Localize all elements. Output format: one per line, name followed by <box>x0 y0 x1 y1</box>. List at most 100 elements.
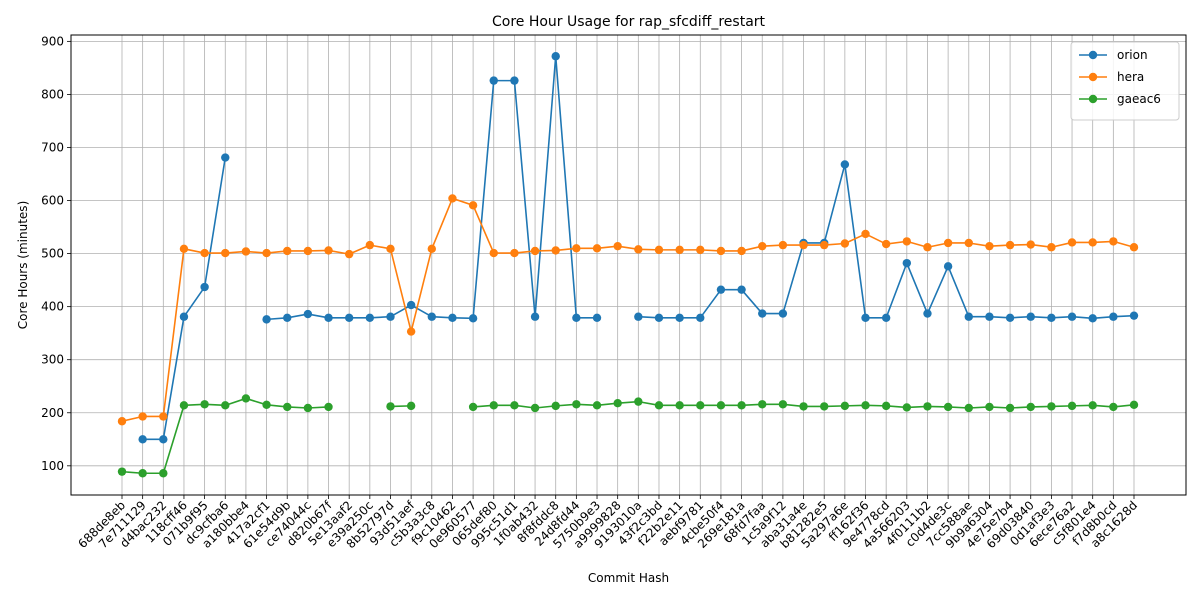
data-point-hera <box>324 246 333 255</box>
data-point-gaeac6 <box>324 402 333 412</box>
data-point-gaeac6 <box>902 403 912 412</box>
data-point-hera <box>861 229 870 239</box>
data-point-hera <box>613 241 622 251</box>
data-point-hera <box>654 245 664 255</box>
data-point-hera <box>923 243 932 252</box>
data-point-orion <box>592 313 602 322</box>
data-point-hera <box>881 239 891 249</box>
data-point-orion <box>778 309 788 318</box>
data-point-gaeac6 <box>861 401 870 410</box>
data-point-hera <box>283 246 292 256</box>
data-point-gaeac6 <box>634 397 643 406</box>
series-line-hera <box>121 197 1135 423</box>
data-point-hera <box>592 244 602 253</box>
y-axis: 100 200 300 400 500 600 700 800 900 <box>41 34 71 473</box>
data-point-orion <box>1129 311 1139 320</box>
data-point-orion <box>1047 313 1056 322</box>
data-point-hera <box>1129 243 1139 252</box>
data-point-hera <box>241 247 251 256</box>
data-point-gaeac6 <box>964 403 973 413</box>
data-point-gaeac6 <box>1129 400 1139 410</box>
data-point-gaeac6 <box>303 403 313 413</box>
data-point-hera <box>758 241 767 251</box>
data-point-hera <box>634 245 643 254</box>
series-line-gaeac6 <box>121 397 1135 475</box>
data-point-orion <box>696 313 705 322</box>
legend-box <box>1070 41 1180 121</box>
y-tick-label: 500 <box>41 247 64 261</box>
data-point-orion <box>448 313 457 322</box>
data-point-hera <box>427 244 436 254</box>
data-point-orion <box>427 312 436 321</box>
data-point-orion <box>1026 312 1035 321</box>
data-point-hera <box>943 238 953 248</box>
data-point-orion <box>654 313 664 322</box>
legend-marker-hera <box>1088 72 1098 82</box>
data-point-hera <box>303 246 313 256</box>
y-tick-label: 400 <box>41 300 64 314</box>
data-point-orion <box>221 153 230 162</box>
data-point-hera <box>675 245 684 255</box>
data-point-hera <box>737 246 746 256</box>
data-point-hera <box>696 245 705 255</box>
data-point-hera <box>716 246 726 256</box>
data-point-orion <box>902 258 912 268</box>
legend-label-hera: hera <box>1117 70 1144 84</box>
data-point-hera <box>262 248 271 258</box>
data-point-hera <box>386 244 395 254</box>
y-tick-label: 200 <box>41 406 64 420</box>
data-point-hera <box>964 238 973 248</box>
data-point-gaeac6 <box>179 401 189 410</box>
data-point-gaeac6 <box>943 402 953 412</box>
data-point-orion <box>138 435 147 444</box>
data-point-gaeac6 <box>799 402 808 411</box>
data-point-gaeac6 <box>758 400 767 409</box>
data-point-gaeac6 <box>138 469 147 478</box>
data-point-hera <box>117 417 127 426</box>
data-point-hera <box>489 248 498 258</box>
data-point-gaeac6 <box>737 401 746 410</box>
series-hera <box>117 194 1139 426</box>
data-point-orion <box>861 313 870 322</box>
data-point-gaeac6 <box>881 401 891 411</box>
data-point-hera <box>551 246 560 255</box>
data-point-hera <box>1109 237 1118 246</box>
data-point-orion <box>943 262 953 271</box>
data-point-orion <box>1005 313 1015 322</box>
data-point-hera <box>1005 240 1015 250</box>
data-point-hera <box>799 240 808 250</box>
data-point-orion <box>551 52 560 61</box>
data-point-hera <box>200 248 209 258</box>
data-point-hera <box>138 412 147 421</box>
data-point-gaeac6 <box>1047 402 1056 411</box>
data-point-orion <box>881 313 891 322</box>
y-tick-label: 800 <box>41 87 64 101</box>
data-point-orion <box>758 309 767 318</box>
data-point-gaeac6 <box>283 402 292 412</box>
data-point-hera <box>1088 238 1097 247</box>
data-point-orion <box>840 160 850 169</box>
data-point-hera <box>572 244 581 253</box>
data-point-gaeac6 <box>1026 402 1035 412</box>
data-point-orion <box>985 312 994 321</box>
data-point-gaeac6 <box>200 400 209 409</box>
data-point-orion <box>262 315 271 324</box>
data-point-hera <box>530 246 540 256</box>
data-point-orion <box>716 285 726 294</box>
data-point-orion <box>386 312 395 321</box>
data-point-gaeac6 <box>406 401 416 411</box>
y-tick-label: 900 <box>41 34 64 48</box>
data-point-hera <box>159 412 168 421</box>
data-point-orion <box>964 312 973 321</box>
data-point-gaeac6 <box>551 401 560 411</box>
data-point-orion <box>572 313 581 322</box>
data-point-hera <box>179 244 189 254</box>
data-point-gaeac6 <box>820 402 829 411</box>
data-point-hera <box>468 201 478 210</box>
data-point-gaeac6 <box>1088 401 1097 410</box>
data-point-gaeac6 <box>510 401 519 410</box>
x-axis: 688de8eb7e711129d4bac232118cff46071b9f95… <box>75 495 1140 551</box>
data-point-orion <box>468 314 478 323</box>
series-orion <box>138 52 1139 444</box>
